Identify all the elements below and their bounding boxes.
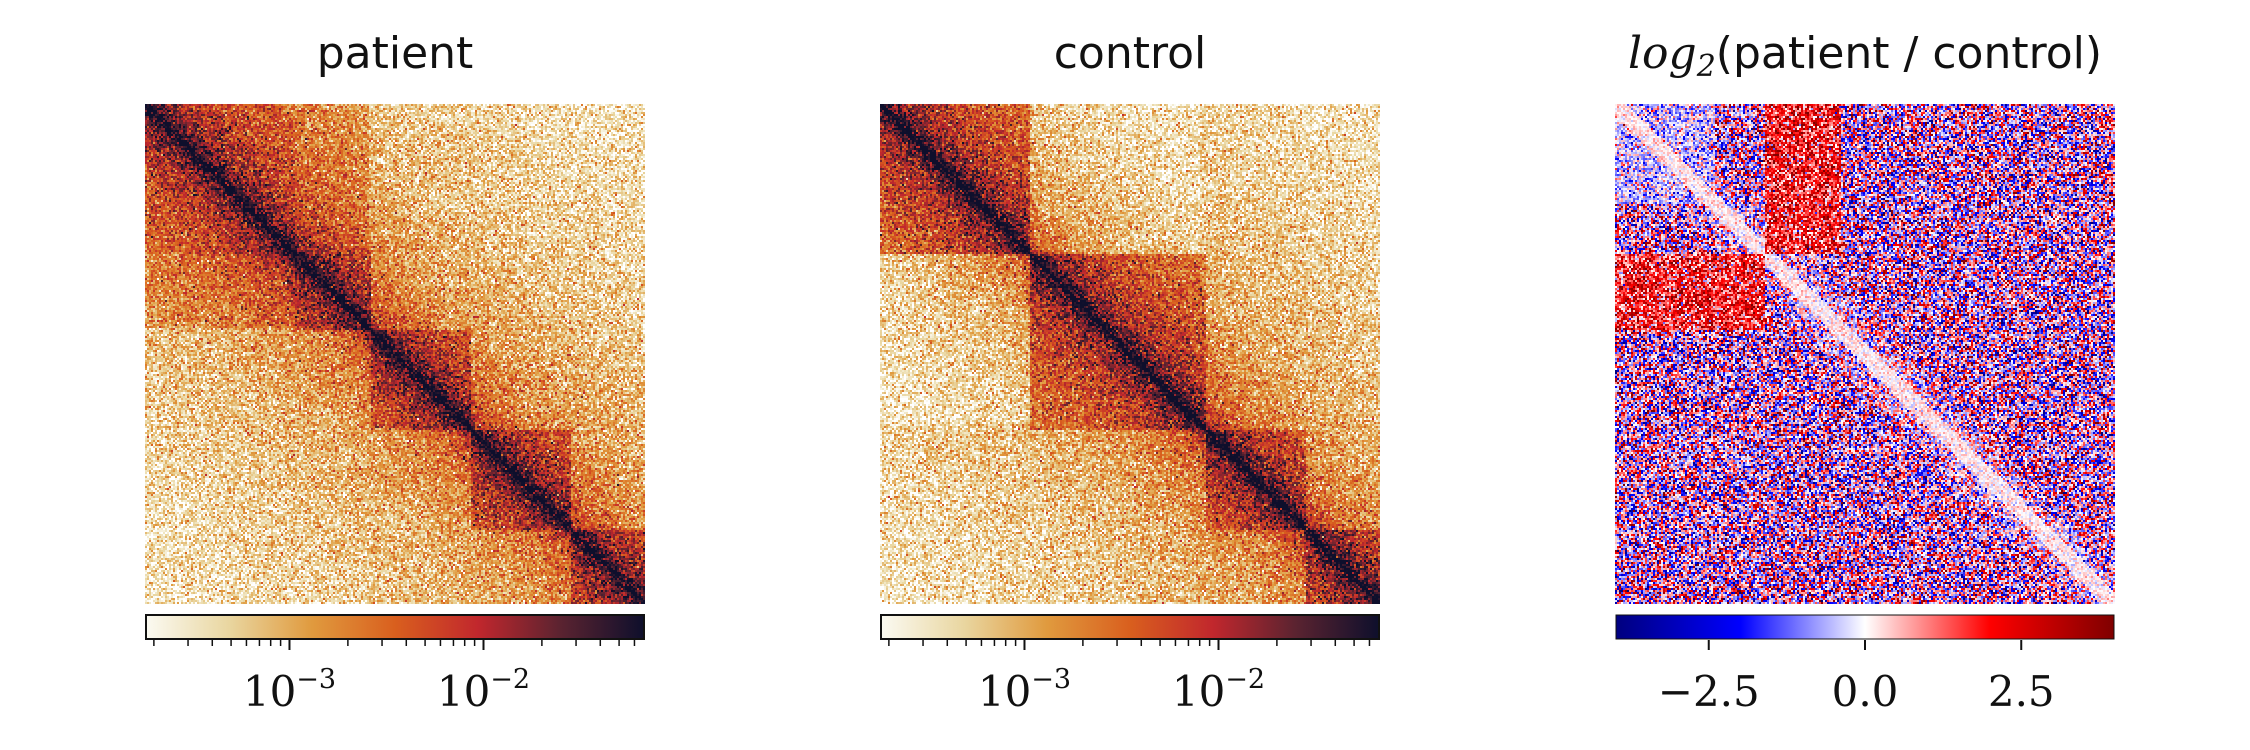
colorbar-log-ratio: −2.5 0.0 2.5 [1615, 614, 2115, 716]
colorbar-patient: 10−3 10−2 [145, 614, 645, 716]
panel-title: control [1053, 28, 1207, 79]
colorbar-control: 10−3 10−2 [880, 614, 1380, 716]
title-subscript: 2 [1696, 49, 1716, 84]
colorbar-gradient [1615, 614, 2115, 640]
colorbar-tick-label: 10−2 [437, 664, 530, 716]
colorbar-tick-label: 0.0 [1832, 667, 1899, 716]
colorbar-tick-label: −2.5 [1658, 667, 1760, 716]
panel-patient: patient 10−3 10−2 [145, 0, 645, 750]
panel-control: control 10−3 10−2 [880, 0, 1380, 750]
colorbar-major-ticks: 10−3 10−2 [243, 640, 530, 716]
colorbar-tick-label: 10−3 [243, 664, 336, 716]
title-text: (patient / control) [1715, 28, 2103, 79]
colorbar-tick-label: 10−2 [1172, 664, 1265, 716]
colorbar-tick-label: 2.5 [1988, 667, 2055, 716]
colorbar-minor-ticks [153, 640, 636, 646]
colorbar-major-ticks: −2.5 0.0 2.5 [1658, 640, 2055, 716]
colorbar-gradient [880, 614, 1380, 640]
panel-title: patient [316, 28, 474, 79]
colorbar-minor-ticks [888, 640, 1371, 646]
colorbar-tick-label: 10−3 [978, 664, 1071, 716]
heatmap-log-ratio [1615, 104, 2115, 604]
colorbar-gradient [145, 614, 645, 640]
heatmap-control [880, 104, 1380, 604]
panel-log-ratio: log2(patient / control) −2.5 0.0 2.5 [1615, 0, 2115, 750]
title-log: log [1627, 28, 1697, 79]
heatmap-patient [145, 104, 645, 604]
colorbar-major-ticks: 10−3 10−2 [978, 640, 1265, 716]
panel-title: log2(patient / control) [1615, 28, 2115, 84]
